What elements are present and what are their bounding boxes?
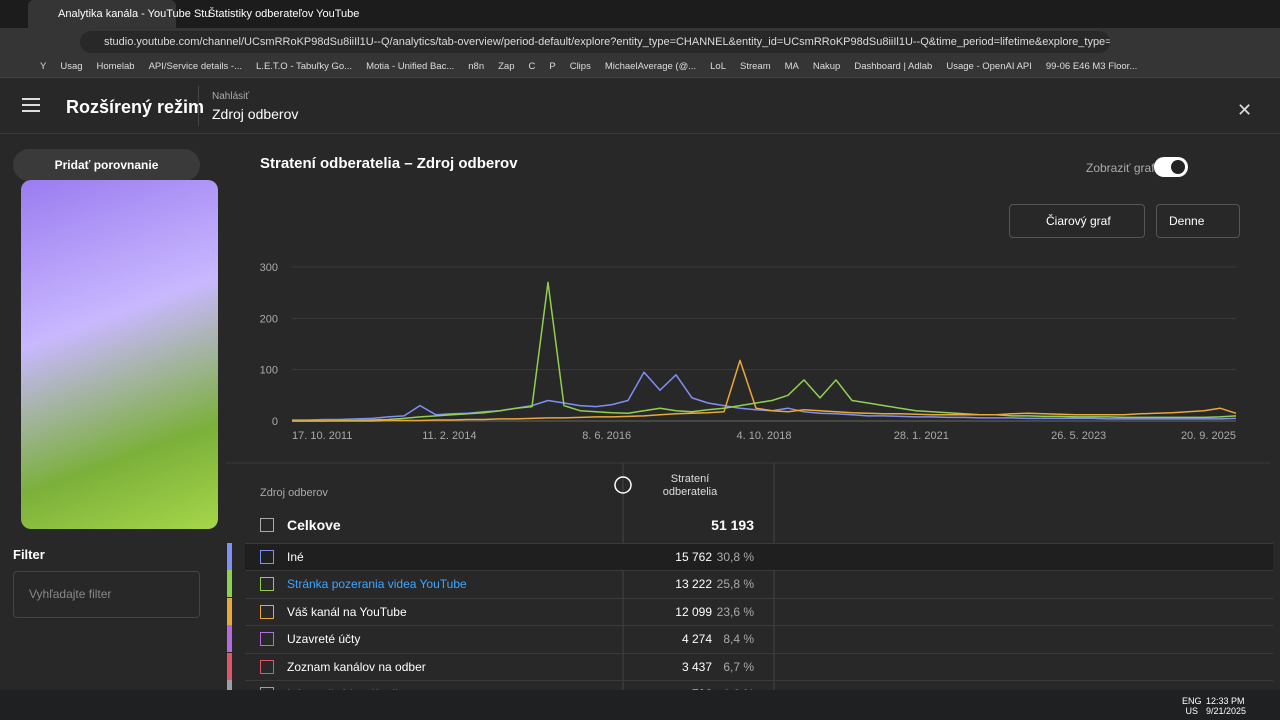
bookmark[interactable]: Motia - Unified Bac... bbox=[366, 61, 455, 72]
lang: ENG US bbox=[1182, 696, 1202, 716]
row-value: 3 437 bbox=[681, 659, 712, 674]
row-name[interactable]: Stránka pozerania videa YouTube bbox=[287, 577, 467, 592]
compare-button[interactable]: Pridať porovnanie bbox=[13, 149, 200, 181]
x-tick-label: 11. 2. 2014 bbox=[422, 430, 476, 442]
bookmark[interactable]: Nakup bbox=[812, 61, 841, 72]
row-name: Iné bbox=[287, 550, 304, 564]
app-header: Rozšírený režim Nahlásiť Zdroj odberov ✕ bbox=[0, 78, 1280, 134]
tab-bar bbox=[0, 0, 1280, 28]
table-row[interactable] bbox=[245, 652, 1273, 681]
table-row[interactable] bbox=[245, 570, 1273, 598]
table-row[interactable] bbox=[245, 625, 1273, 653]
bookmark[interactable]: Homelab bbox=[96, 61, 135, 72]
bookmark[interactable]: Usage - OpenAI API bbox=[946, 61, 1032, 72]
row-share: 30,8 % bbox=[716, 550, 754, 564]
bookmark[interactable]: 99-06 E46 M3 Floor... bbox=[1045, 61, 1138, 72]
y-tick-label: 0 bbox=[272, 416, 278, 428]
row-color bbox=[227, 570, 232, 598]
chart: 0 100 200 300 17. 10. 2011 11. 2. 2014 8. 6. 2… bbox=[226, 262, 1270, 690]
tab[interactable]: Analytika kanála - YouTube Stu bbox=[28, 0, 210, 28]
close[interactable]: ✕ bbox=[1237, 100, 1253, 120]
menu-icon[interactable] bbox=[22, 98, 40, 112]
bookmark[interactable]: L.E.T.O - Tabuľky Go... bbox=[256, 61, 353, 72]
row-value: 12 099 bbox=[675, 604, 712, 619]
bookmark[interactable]: Dashboard | Adlab bbox=[854, 61, 933, 72]
checkbox[interactable] bbox=[260, 550, 274, 564]
row-color bbox=[227, 543, 232, 570]
checkbox[interactable] bbox=[260, 604, 274, 619]
divider bbox=[198, 86, 199, 126]
x-tick-label: 26. 5. 2023 bbox=[1051, 430, 1106, 442]
table-row[interactable] bbox=[245, 680, 1273, 708]
table-row[interactable] bbox=[245, 597, 1273, 626]
bookmarks-bar: Y Usag Homelab API/Service details -... L.E.… bbox=[0, 56, 1280, 78]
filter-label: Filter bbox=[13, 547, 45, 562]
row-color bbox=[227, 597, 232, 625]
checkbox[interactable] bbox=[260, 632, 274, 647]
taskbar: ENG US 12:33 PM 9/21/2025 bbox=[0, 690, 1280, 720]
checkbox[interactable] bbox=[260, 659, 274, 674]
bookmark[interactable]: Usag bbox=[60, 61, 83, 72]
tab[interactable]: Štatistiky odberateľov YouTube bbox=[208, 8, 360, 20]
address-bar[interactable]: studio.youtube.com/channel/UCsmRRoKP98dS… bbox=[80, 31, 1110, 53]
row-share: 6,7 % bbox=[723, 659, 754, 674]
webcam-overlay bbox=[21, 180, 218, 529]
column-header: Zdroj odberov bbox=[260, 487, 328, 499]
row-share: 8,4 % bbox=[723, 632, 754, 647]
bookmark[interactable]: Y bbox=[40, 61, 47, 72]
period-select[interactable]: Denne bbox=[1156, 204, 1240, 238]
table-row[interactable] bbox=[245, 543, 1273, 571]
clock: 12:33 PM 9/21/2025 bbox=[1206, 696, 1247, 716]
toggle-label: Zobraziť graf bbox=[1086, 161, 1155, 175]
x-tick-label: 8. 6. 2016 bbox=[582, 430, 631, 442]
y-tick-label: 200 bbox=[260, 313, 278, 325]
chart-type-select[interactable]: Čiarový graf bbox=[1009, 204, 1145, 238]
row-color bbox=[227, 625, 232, 653]
report-label: Nahlásiť bbox=[212, 91, 250, 102]
bookmark[interactable]: LoL bbox=[710, 61, 726, 72]
total-label: Celkove bbox=[287, 517, 341, 533]
series-line bbox=[292, 371, 1237, 421]
row-name: Zoznam kanálov na odber bbox=[287, 659, 426, 674]
bookmark[interactable]: P bbox=[549, 61, 556, 72]
report-select[interactable]: Zdroj odberov bbox=[212, 106, 299, 122]
bookmark[interactable]: n8n bbox=[468, 61, 485, 72]
row-name: Uzavreté účty bbox=[287, 632, 361, 647]
column-header: Stratení odberatelia bbox=[662, 473, 718, 498]
total-value: 51 193 bbox=[711, 517, 754, 533]
row-share: 25,8 % bbox=[716, 577, 754, 592]
bookmark[interactable]: Clips bbox=[569, 61, 591, 72]
x-tick-label: 28. 1. 2021 bbox=[894, 430, 949, 442]
x-tick-label: 20. 9. 2025 bbox=[1181, 430, 1236, 442]
chart-title: Stratení odberatelia – Zdroj odberov bbox=[260, 155, 518, 172]
checkbox[interactable] bbox=[260, 518, 274, 532]
filter-input[interactable]: Vyhľadajte filter bbox=[13, 571, 200, 618]
page-title: Rozšírený režim bbox=[66, 97, 205, 117]
bookmark[interactable]: Zap bbox=[498, 61, 515, 72]
bookmark[interactable]: C bbox=[528, 61, 536, 72]
bookmark[interactable]: MA bbox=[784, 61, 799, 72]
row-value: 13 222 bbox=[675, 577, 712, 592]
x-tick-label: 4. 10. 2018 bbox=[736, 430, 791, 442]
y-tick-label: 100 bbox=[260, 365, 278, 377]
series-line bbox=[292, 281, 1237, 422]
row-share: 23,6 % bbox=[716, 604, 754, 619]
bookmark[interactable]: Stream bbox=[740, 61, 771, 72]
bookmark[interactable]: API/Service details -... bbox=[148, 61, 243, 72]
toggle[interactable] bbox=[1154, 157, 1188, 177]
x-tick-label: 17. 10. 2011 bbox=[292, 430, 352, 442]
row-value: 4 274 bbox=[681, 632, 712, 647]
row-name: Váš kanál na YouTube bbox=[287, 604, 407, 619]
checkbox[interactable] bbox=[260, 577, 274, 592]
bookmark[interactable]: MichaelAverage (@... bbox=[604, 61, 697, 72]
row-value: 15 762 bbox=[675, 550, 712, 564]
add-column bbox=[614, 476, 632, 494]
series-line bbox=[292, 359, 1237, 422]
row-color bbox=[227, 652, 232, 680]
y-tick-label: 300 bbox=[260, 262, 278, 274]
